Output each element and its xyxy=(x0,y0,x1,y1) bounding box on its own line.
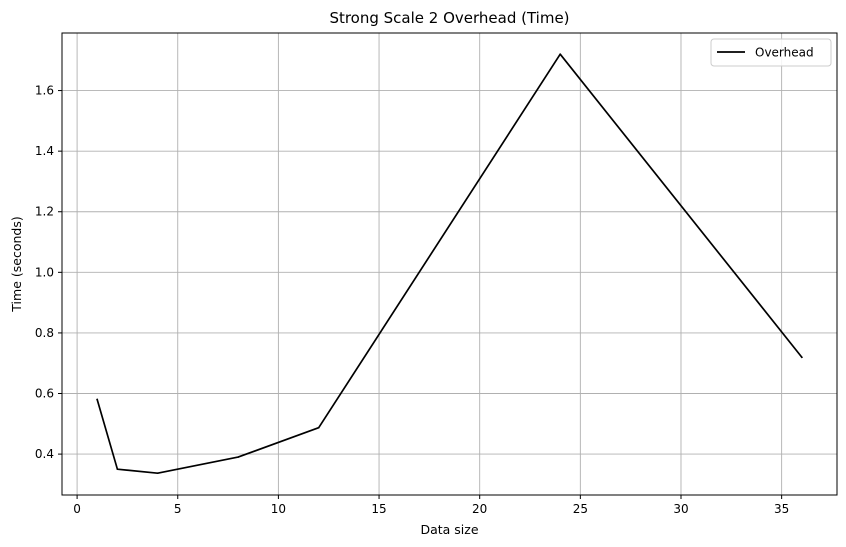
y-tick-label: 1.4 xyxy=(35,144,54,158)
data-point xyxy=(317,426,320,429)
y-tick-label: 1.2 xyxy=(35,205,54,219)
x-tick-label: 5 xyxy=(174,502,182,516)
legend-box xyxy=(710,38,832,67)
series-line-overhead xyxy=(96,53,803,475)
data-point xyxy=(559,53,562,56)
y-tick-label: 0.4 xyxy=(35,447,54,461)
x-tick-label: 25 xyxy=(573,502,588,516)
data-point xyxy=(237,456,239,458)
plot-frame xyxy=(61,32,838,496)
chart-title: Strong Scale 2 Overhead (Time) xyxy=(329,9,569,27)
x-axis-label: Data size xyxy=(420,522,478,537)
data-point xyxy=(156,472,159,474)
y-tick-label: 1.0 xyxy=(35,265,54,279)
series-layer xyxy=(96,53,803,475)
axis-ticks: 0 5 10 15 20 25 30 35 0.4 0.6 0.8 1.0 1.2 1.4 1.6 xyxy=(35,84,789,516)
x-tick-label: 20 xyxy=(472,502,487,516)
x-tick-label: 10 xyxy=(271,502,286,516)
data-point xyxy=(116,468,119,471)
y-tick-label: 1.6 xyxy=(35,84,54,98)
y-tick-label: 0.6 xyxy=(35,387,54,401)
grid xyxy=(62,33,837,495)
x-tick-label: 30 xyxy=(673,502,688,516)
data-point xyxy=(96,398,99,401)
x-tick-label: 35 xyxy=(774,502,789,516)
y-axis-label: Time (seconds) xyxy=(9,216,24,312)
legend-label: Overhead xyxy=(755,46,814,60)
x-tick-label: 0 xyxy=(73,502,81,516)
x-tick-label: 15 xyxy=(371,502,386,516)
data-point xyxy=(800,356,803,358)
legend: Overhead xyxy=(710,38,832,67)
y-tick-label: 0.8 xyxy=(35,326,54,340)
